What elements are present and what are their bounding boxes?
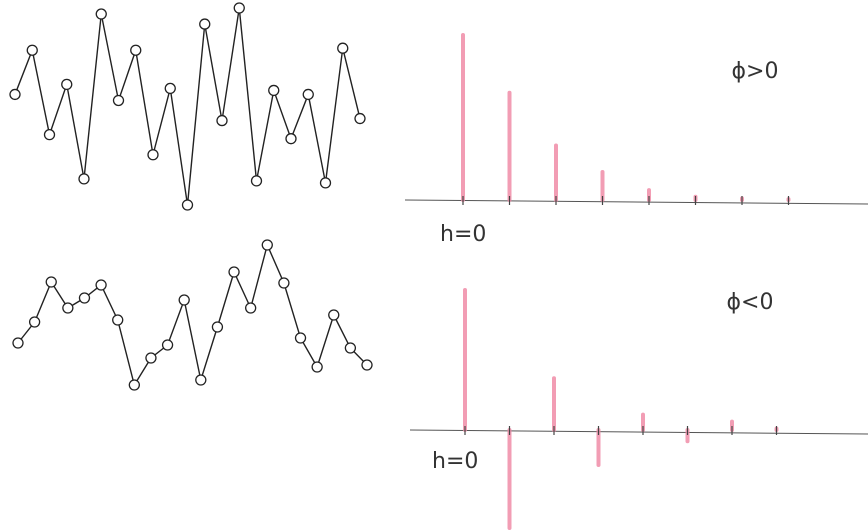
point (250, 175, 263, 187)
point (337, 42, 349, 54)
point (268, 84, 280, 97)
point (278, 277, 290, 289)
point (130, 44, 142, 56)
point (354, 112, 366, 125)
point (199, 18, 211, 30)
point (9, 88, 21, 101)
point (361, 359, 373, 371)
point (328, 309, 340, 321)
point (112, 314, 124, 326)
annotation: ϕ<0 (727, 290, 774, 315)
point (61, 78, 73, 91)
point (28, 316, 41, 328)
point (302, 88, 314, 101)
point (233, 2, 245, 14)
point (95, 279, 107, 291)
point (311, 361, 323, 373)
point (78, 292, 91, 304)
annotation: ϕ>0 (732, 59, 779, 84)
point (145, 352, 157, 364)
point (319, 177, 332, 189)
series-line (17, 242, 368, 387)
lag-label: h=0 (440, 222, 486, 247)
point (128, 379, 140, 391)
point (164, 82, 176, 95)
point (62, 302, 74, 314)
point (181, 199, 194, 211)
point (216, 114, 228, 127)
point (78, 173, 90, 185)
point (261, 239, 273, 251)
point (112, 94, 125, 107)
point (211, 321, 224, 333)
point (95, 8, 107, 20)
point (228, 266, 240, 278)
lag-label: h=0 (432, 449, 478, 474)
point (12, 337, 24, 349)
axis-line (404, 199, 868, 205)
point (294, 332, 307, 344)
axis-line (409, 429, 868, 435)
point (245, 302, 257, 314)
point (26, 44, 38, 56)
series-line (14, 7, 361, 206)
point (45, 276, 57, 288)
point (285, 133, 297, 145)
point (178, 294, 190, 306)
point (195, 374, 207, 386)
point (344, 342, 357, 354)
point (43, 128, 56, 141)
point (147, 149, 159, 161)
point (161, 339, 174, 351)
